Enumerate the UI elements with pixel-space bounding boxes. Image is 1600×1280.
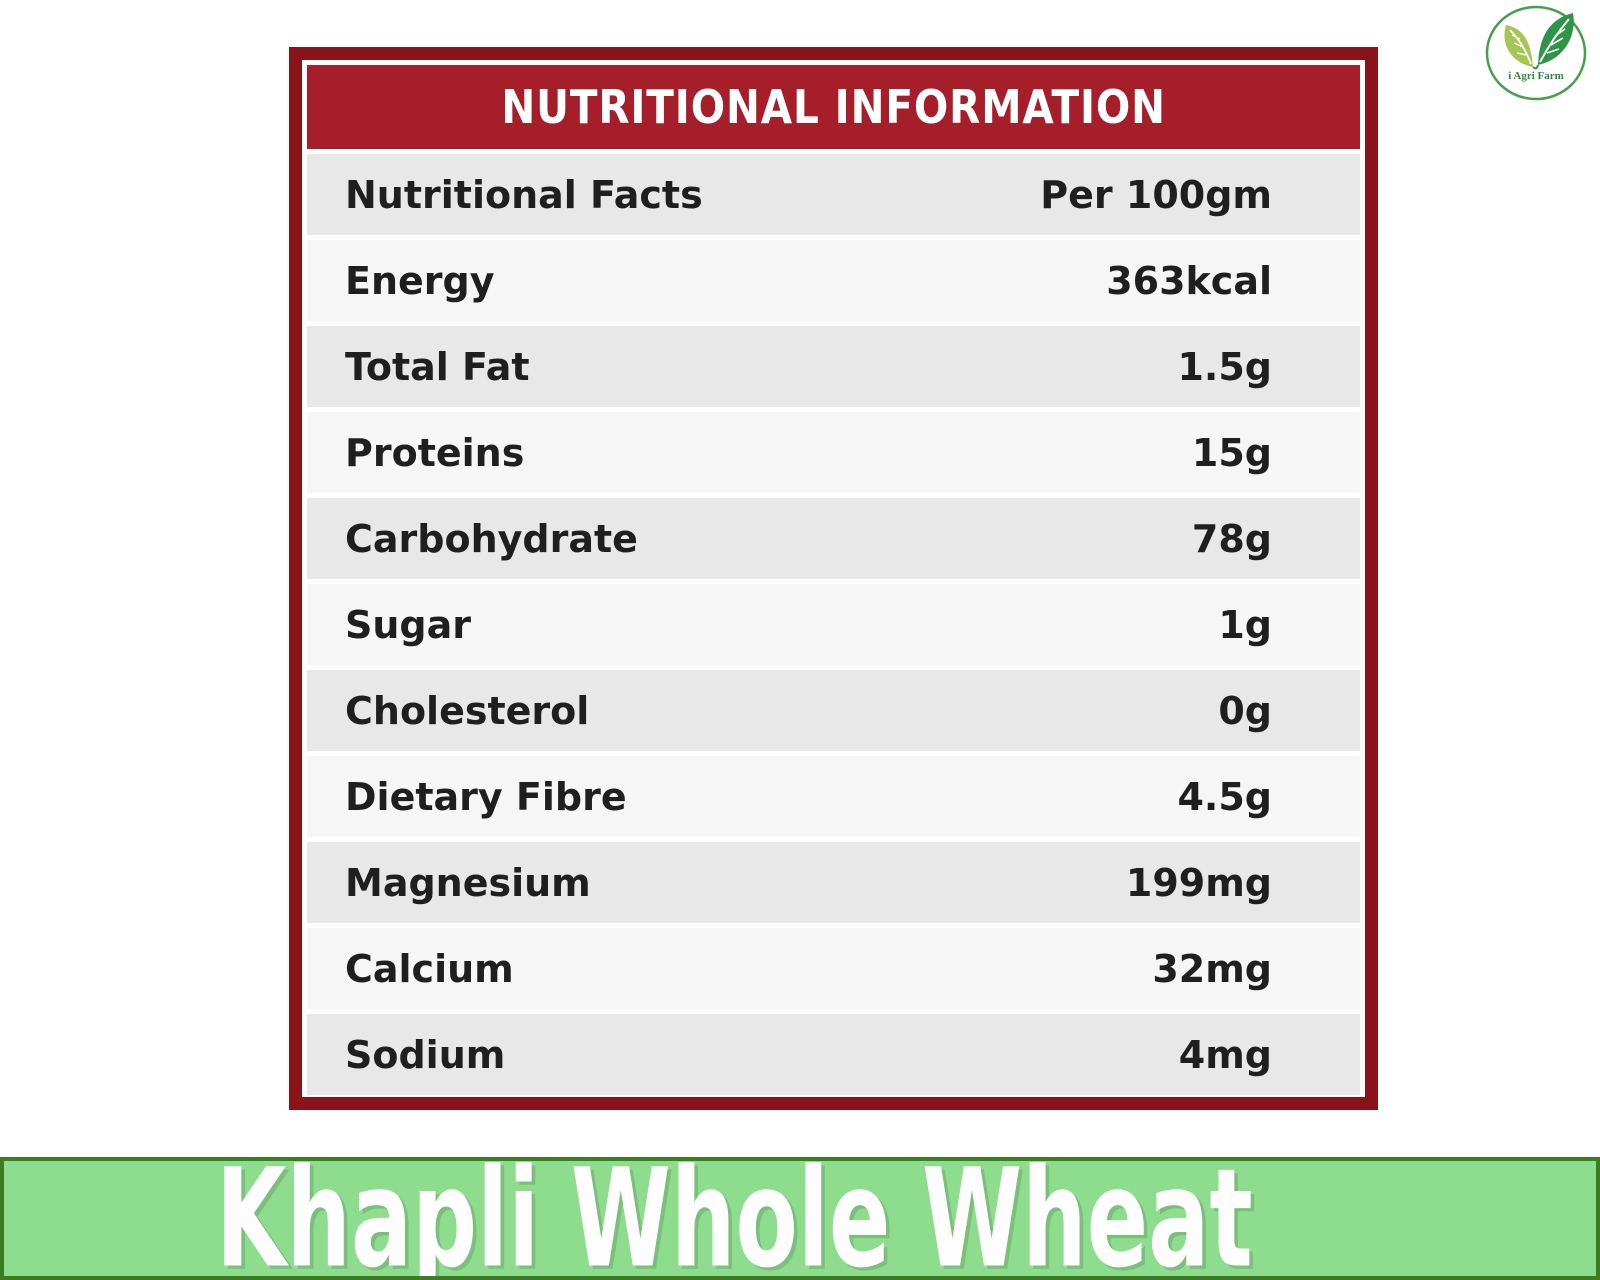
table-row: Calcium 32mg — [307, 928, 1360, 1009]
row-label: Proteins — [345, 430, 525, 475]
table-row: Cholesterol 0g — [307, 670, 1360, 751]
table-title: NUTRITIONAL INFORMATION — [307, 65, 1360, 149]
brand-logo: i Agri Farm — [1485, 3, 1587, 103]
row-value: 4.5g — [1177, 774, 1272, 819]
product-name: Khapli Whole Wheat — [216, 1157, 1253, 1280]
row-label: Dietary Fibre — [345, 774, 627, 819]
row-label: Carbohydrate — [345, 516, 638, 561]
row-value: Per 100gm — [1040, 172, 1272, 217]
table-row: Total Fat 1.5g — [307, 326, 1360, 407]
row-value: 199mg — [1125, 860, 1272, 905]
row-value: 0g — [1218, 688, 1272, 733]
row-value: 4mg — [1178, 1032, 1272, 1077]
row-value: 78g — [1191, 516, 1272, 561]
table-title-text: NUTRITIONAL INFORMATION — [501, 80, 1166, 134]
nutrition-table: NUTRITIONAL INFORMATION Nutritional Fact… — [289, 47, 1378, 1110]
row-value: 15g — [1191, 430, 1272, 475]
table-row: Sugar 1g — [307, 584, 1360, 665]
table-rows: Nutritional Facts Per 100gm Energy 363kcal T… — [307, 154, 1360, 1095]
row-label: Energy — [345, 258, 495, 303]
table-row: Magnesium 199mg — [307, 842, 1360, 923]
row-label: Cholesterol — [345, 688, 590, 733]
table-row: Proteins 15g — [307, 412, 1360, 493]
row-value: 363kcal — [1106, 258, 1272, 303]
table-row: Sodium 4mg — [307, 1014, 1360, 1095]
table-row: Energy 363kcal — [307, 240, 1360, 321]
row-label: Magnesium — [345, 860, 591, 905]
row-label: Total Fat — [345, 344, 530, 389]
row-label: Calcium — [345, 946, 514, 991]
row-label: Nutritional Facts — [345, 172, 703, 217]
row-value: 1g — [1218, 602, 1272, 647]
table-row: Nutritional Facts Per 100gm — [307, 154, 1360, 235]
table-row: Carbohydrate 78g — [307, 498, 1360, 579]
row-value: 1.5g — [1177, 344, 1272, 389]
row-value: 32mg — [1152, 946, 1272, 991]
agri-farm-leaves-icon: i Agri Farm — [1485, 5, 1587, 101]
logo-text: i Agri Farm — [1508, 70, 1564, 82]
row-label: Sugar — [345, 602, 472, 647]
table-row: Dietary Fibre 4.5g — [307, 756, 1360, 837]
product-banner: Khapli Whole Wheat — [0, 1157, 1600, 1280]
row-label: Sodium — [345, 1032, 506, 1077]
